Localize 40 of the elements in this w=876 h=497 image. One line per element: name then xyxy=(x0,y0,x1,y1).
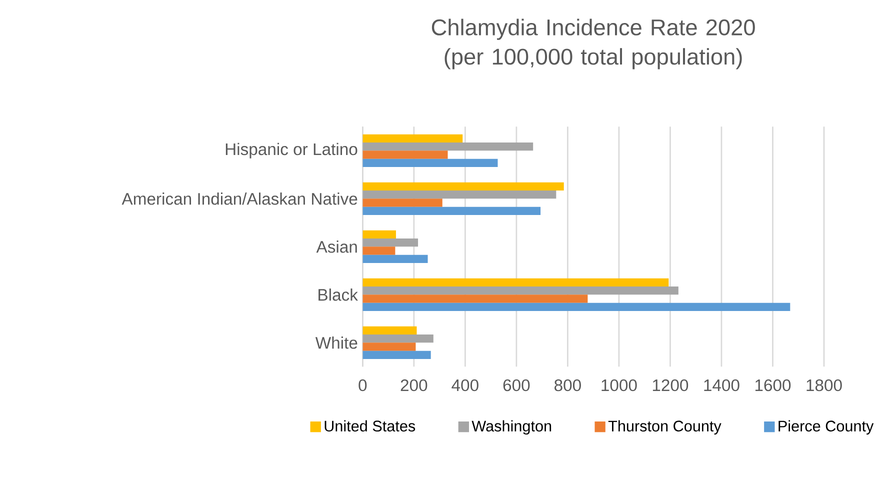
bar xyxy=(362,302,790,311)
bar xyxy=(362,334,434,343)
x-tick-label: 400 xyxy=(452,379,478,392)
x-tick-label: 1600 xyxy=(755,379,791,392)
y-tick-label: Black xyxy=(318,288,358,301)
bar xyxy=(362,286,678,295)
bar xyxy=(362,294,588,303)
bar xyxy=(362,350,431,359)
y-tick-label: American Indian/Alaskan Native xyxy=(122,192,358,205)
bar xyxy=(362,190,556,199)
y-tick-label: Asian xyxy=(316,240,357,253)
bar xyxy=(362,326,417,334)
x-tick-label: 1800 xyxy=(806,379,842,392)
x-tick-label: 800 xyxy=(554,379,581,392)
x-tick-label: 0 xyxy=(358,379,367,392)
x-tick-label: 1000 xyxy=(602,379,637,392)
x-tick-label: 1200 xyxy=(652,379,688,392)
legend-label: Washington xyxy=(472,420,552,434)
bar xyxy=(362,238,418,247)
bar xyxy=(362,206,541,215)
x-tick-label: 1400 xyxy=(704,379,740,392)
legend-label: United States xyxy=(324,420,416,432)
bar xyxy=(362,278,669,286)
bar xyxy=(362,134,463,142)
bar xyxy=(362,230,396,238)
y-tick-label: White xyxy=(315,336,358,349)
bar xyxy=(362,198,442,207)
chart-title: Chlamydia Incidence Rate 2020 (per 100,000 total population) xyxy=(432,18,755,70)
y-tick-label: Hispanic or Latino xyxy=(226,142,358,158)
x-tick-label: 200 xyxy=(400,379,428,392)
bar xyxy=(362,246,396,255)
bar xyxy=(362,254,428,263)
bar xyxy=(362,342,416,351)
legend-label: Pierce County xyxy=(778,420,874,434)
legend-label: Thurston County xyxy=(608,420,722,434)
bar xyxy=(362,182,564,190)
bar xyxy=(362,150,448,159)
bar xyxy=(362,142,534,151)
x-tick-label: 600 xyxy=(503,379,530,392)
bar xyxy=(362,158,498,167)
